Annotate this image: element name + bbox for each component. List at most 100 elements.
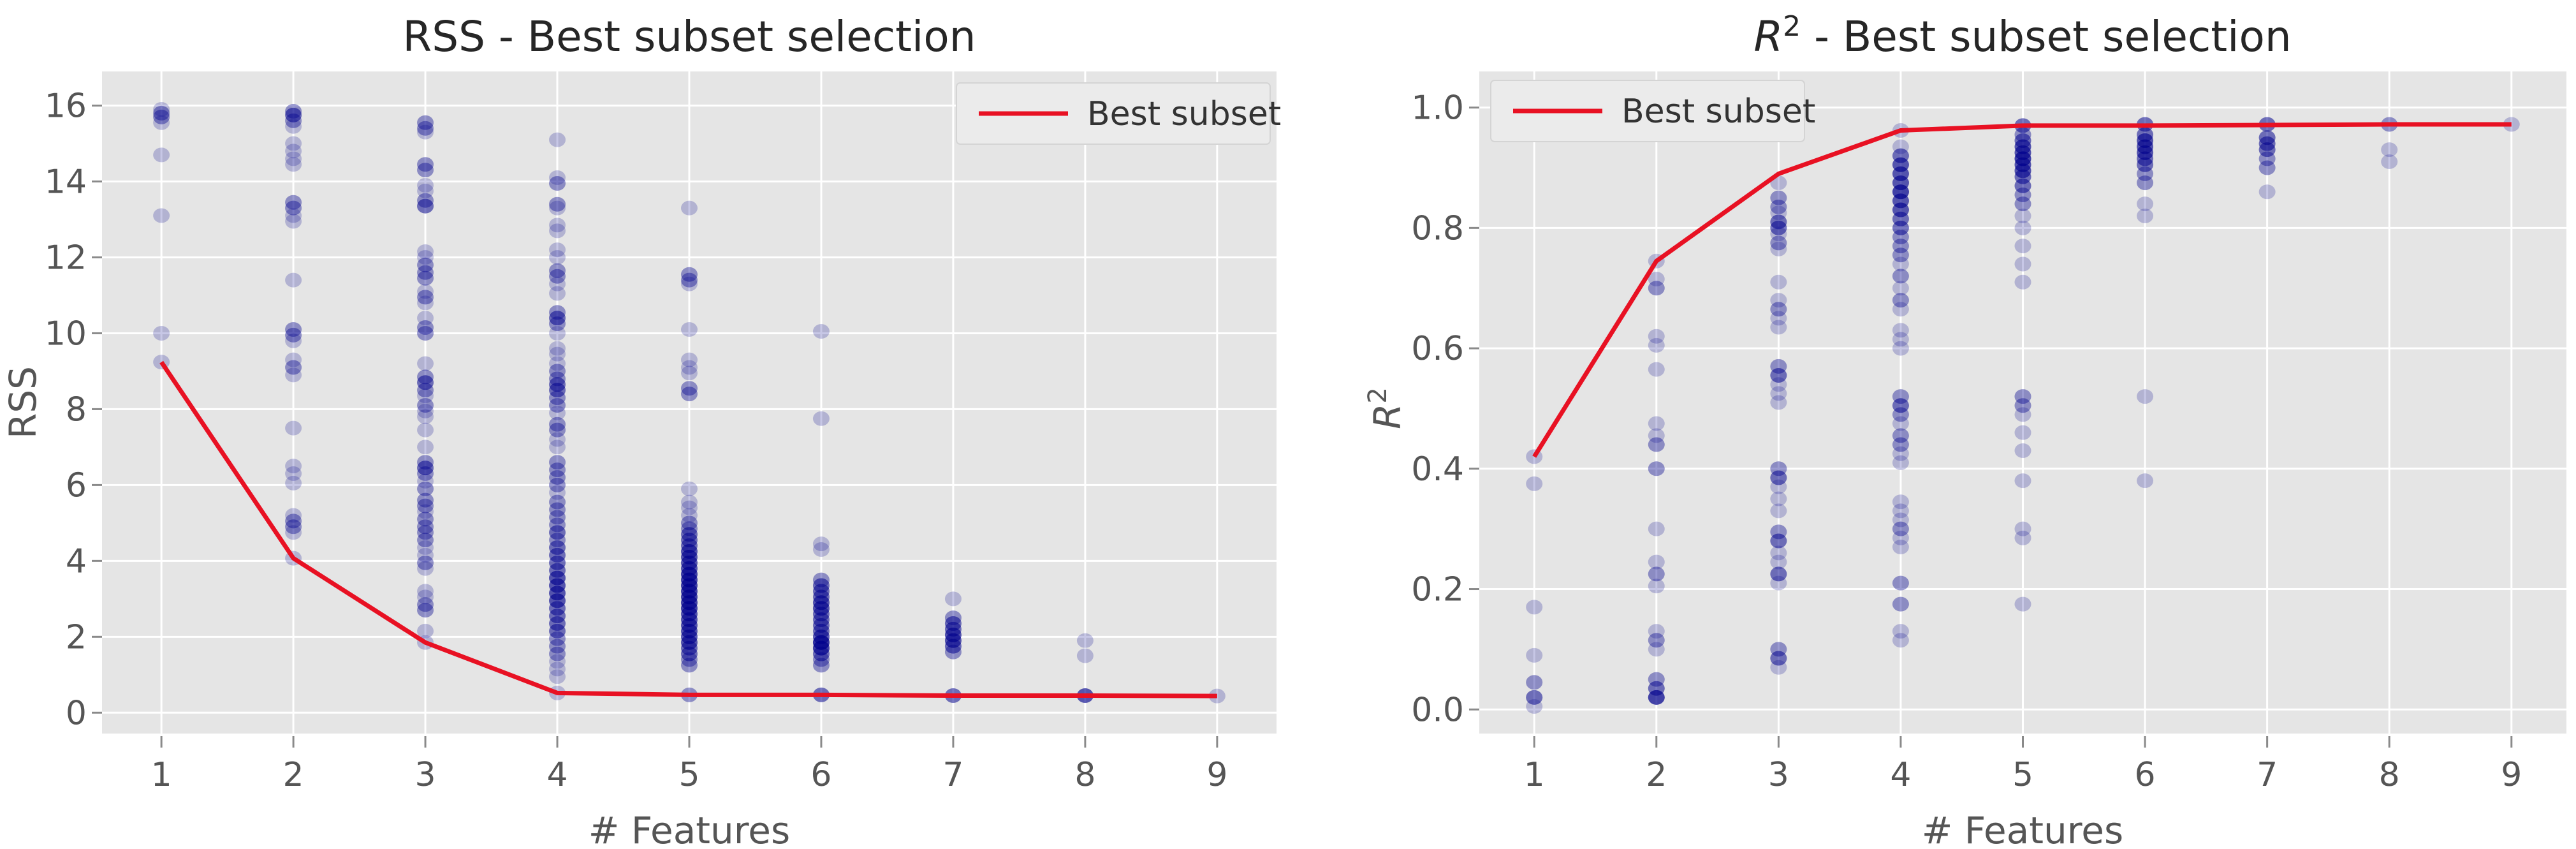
scatter-point [681,658,698,673]
scatter-point [1526,647,1543,663]
scatter-point [285,107,302,122]
scatter-point [1770,660,1787,675]
scatter-point [1526,476,1543,491]
scatter-point [812,595,830,610]
scatter-point [1770,566,1787,582]
scatter-point [417,455,434,470]
scatter-point [285,459,302,474]
scatter-point [1770,503,1787,519]
scatter-point [285,208,302,223]
y-tick-label: 0.2 [1411,571,1464,609]
scatter-point [1770,235,1787,251]
scatter-point [549,377,566,392]
scatter-point [681,538,698,554]
scatter-point [2014,157,2031,172]
scatter-point [417,519,434,535]
r2-chart-title: R2 - Best subset selection [1753,10,2291,61]
scatter-point [944,627,962,642]
scatter-point [681,352,698,367]
scatter-point [285,113,302,128]
scatter-point [2014,145,2031,160]
scatter-point [681,623,698,639]
scatter-point [681,521,698,536]
scatter-point [417,481,434,496]
scatter-point [417,198,434,214]
scatter-point [812,658,830,673]
scatter-point [549,525,566,540]
scatter-point [681,267,698,282]
scatter-point [285,360,302,375]
scatter-point [285,107,302,122]
scatter-point [681,601,698,616]
scatter-point [1892,256,1909,272]
scatter-point [1526,675,1543,690]
scatter-point [2014,163,2031,179]
scatter-point [1892,148,1909,163]
scatter-point [549,570,566,586]
y-tick-label: 2 [66,618,87,656]
scatter-point [1892,323,1909,338]
scatter-point [1892,341,1909,356]
x-tick-label: 2 [283,756,304,794]
scatter-point [681,612,698,628]
scatter-point [2137,133,2154,149]
scatter-point [153,105,170,121]
scatter-point [1770,470,1787,485]
scatter-point [549,325,566,341]
scatter-point [681,635,698,650]
scatter-point [681,617,698,633]
scatter-point [417,290,434,305]
scatter-point [1770,274,1787,290]
scatter-point [1892,407,1909,422]
scatter-point [1892,184,1909,200]
scatter-point [1770,214,1787,230]
scatter-point [285,519,302,535]
scatter-point [1648,554,1665,570]
scatter-point [812,612,830,628]
scatter-point [681,607,698,622]
scatter-point [1770,214,1787,230]
scatter-point [681,652,698,667]
scatter-point [549,533,566,548]
scatter-point [681,589,698,605]
scatter-point [2014,274,2031,290]
scatter-point [812,652,830,667]
scatter-point [1770,293,1787,308]
scatter-point [1892,596,1909,612]
scatter-point [681,629,698,644]
scatter-point [1648,690,1665,705]
scatter-point [2014,151,2031,166]
scatter-point [285,113,302,128]
scatter-point [681,578,698,593]
scatter-point [812,601,830,616]
scatter-point [1648,281,1665,296]
scatter-point [549,578,566,593]
scatter-point [681,617,698,633]
scatter-point [1892,247,1909,263]
scatter-point [812,635,830,650]
scatter-point [681,578,698,593]
scatter-point [285,107,302,122]
scatter-point [549,547,566,563]
scatter-point [549,646,566,661]
scatter-point [1648,681,1665,696]
scatter-point [681,381,698,396]
scatter-point [2137,127,2154,142]
scatter-point [1892,230,1909,244]
scatter-point [417,466,434,482]
scatter-point [1892,293,1909,308]
scatter-point [681,601,698,616]
scatter-point [549,517,566,533]
scatter-point [417,422,434,438]
scatter-point [812,578,830,593]
scatter-point [812,601,830,616]
scatter-point [417,504,434,519]
scatter-point [417,157,434,172]
scatter-point [417,270,434,286]
scatter-point [944,616,962,631]
scatter-point [1076,633,1094,648]
scatter-point [417,525,434,540]
scatter-point [812,635,830,650]
scatter-point [1770,386,1787,401]
